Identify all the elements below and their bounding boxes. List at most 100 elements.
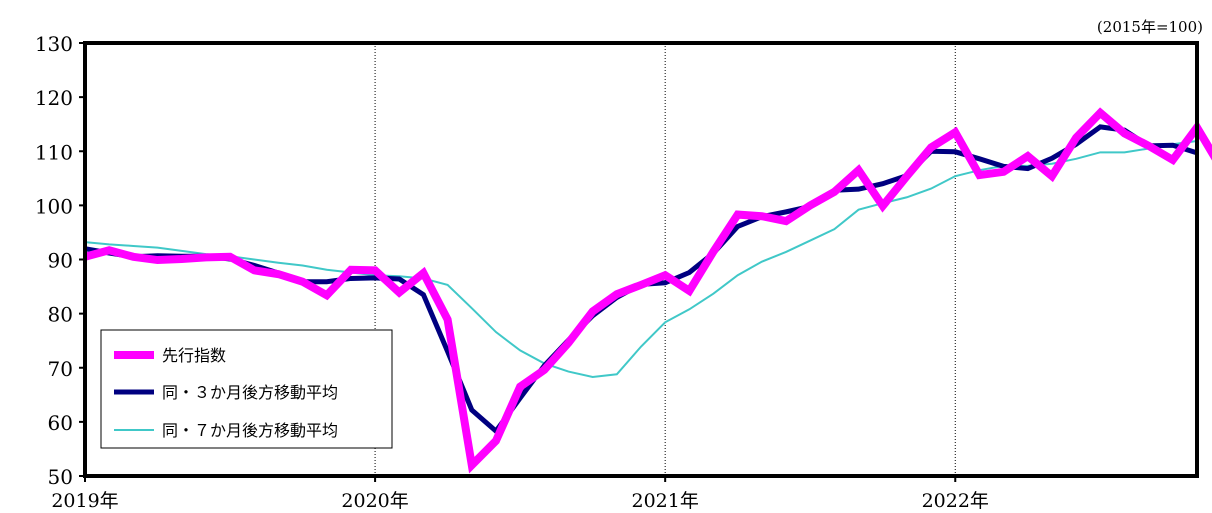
data-point	[302, 281, 304, 283]
data-point	[277, 273, 279, 275]
data-point	[157, 255, 159, 257]
data-point	[350, 277, 352, 279]
data-point	[1075, 137, 1077, 139]
data-point	[954, 151, 956, 153]
data-point	[277, 262, 279, 264]
data-point	[640, 346, 642, 348]
data-point	[1099, 126, 1101, 128]
data-point	[447, 351, 449, 353]
unit-note: (2015年=100)	[1097, 18, 1203, 36]
data-point	[688, 308, 690, 310]
data-point	[519, 397, 521, 399]
data-point	[374, 269, 376, 271]
data-point	[253, 269, 255, 271]
data-point	[785, 220, 787, 222]
data-point	[398, 292, 400, 294]
data-point	[664, 274, 666, 276]
y-tick-label: 130	[35, 32, 73, 56]
y-tick-label: 120	[35, 86, 73, 110]
data-point	[761, 215, 763, 217]
legend-label-leading: 先行指数	[162, 346, 226, 365]
x-tick-label: 2022年	[922, 490, 989, 512]
y-tick-label: 100	[35, 194, 73, 218]
data-point	[930, 146, 932, 148]
x-tick-label: 2020年	[341, 490, 408, 512]
data-point	[1123, 132, 1125, 134]
data-point	[181, 258, 183, 260]
data-point	[978, 158, 980, 160]
series-line-2	[83, 107, 1212, 474]
data-point	[350, 269, 352, 271]
y-tick-label: 70	[48, 357, 73, 381]
data-point	[398, 278, 400, 280]
data-point	[205, 256, 207, 258]
data-point	[132, 245, 134, 247]
data-point	[519, 349, 521, 351]
data-point	[954, 175, 956, 177]
data-point	[761, 261, 763, 263]
data-point	[1051, 157, 1053, 159]
data-point	[326, 269, 328, 271]
y-tick-label: 50	[48, 465, 73, 489]
data-point	[1003, 171, 1005, 173]
data-point	[616, 293, 618, 295]
data-point	[858, 169, 860, 171]
data-point	[833, 228, 835, 230]
data-point	[809, 240, 811, 242]
y-axis: 50 60 70 80 90 100 110 120 130	[35, 32, 85, 489]
y-tick-label: 80	[48, 303, 73, 327]
data-point	[978, 174, 980, 176]
data-point	[471, 464, 473, 466]
data-point	[1051, 175, 1053, 177]
y-tick-label: 110	[35, 140, 73, 164]
data-point	[713, 293, 715, 295]
data-point	[906, 175, 908, 177]
data-point	[785, 251, 787, 253]
data-point	[422, 294, 424, 296]
data-point	[1148, 145, 1150, 147]
legend-label-3m: 同・３か月後方移動平均	[162, 383, 338, 402]
data-point	[543, 369, 545, 371]
data-point	[229, 256, 231, 258]
x-tick-label: 2019年	[51, 490, 118, 512]
data-point	[447, 284, 449, 286]
data-point	[737, 214, 739, 216]
legend: 先行指数 同・３か月後方移動平均 同・７か月後方移動平均	[100, 329, 393, 449]
data-point	[495, 331, 497, 333]
data-point	[567, 371, 569, 373]
data-point	[809, 204, 811, 206]
data-point	[157, 259, 159, 261]
legend-box	[100, 329, 393, 449]
data-point	[882, 205, 884, 207]
data-point	[471, 409, 473, 411]
data-point	[181, 250, 183, 252]
data-point	[108, 243, 110, 245]
data-point	[882, 183, 884, 185]
data-point	[592, 376, 594, 378]
data-point	[906, 196, 908, 198]
data-point	[471, 307, 473, 309]
data-point	[253, 259, 255, 260]
data-point	[132, 256, 134, 258]
data-point	[447, 319, 449, 321]
data-point	[737, 225, 739, 227]
data-point	[737, 274, 739, 276]
data-point	[567, 342, 569, 344]
data-point	[1172, 144, 1174, 146]
data-point	[640, 284, 642, 286]
data-point	[713, 250, 715, 252]
data-point	[157, 247, 159, 249]
data-point	[1099, 151, 1101, 153]
data-point	[422, 272, 424, 274]
data-point	[1027, 155, 1029, 157]
y-tick-label: 60	[48, 411, 73, 435]
x-axis: 2019年 2020年 2021年 2022年	[51, 476, 989, 512]
data-point	[108, 249, 110, 251]
data-point	[1099, 112, 1101, 114]
data-point	[326, 281, 328, 283]
data-point	[664, 282, 666, 284]
data-point	[495, 440, 497, 442]
data-point	[954, 131, 956, 133]
data-point	[1123, 151, 1125, 153]
